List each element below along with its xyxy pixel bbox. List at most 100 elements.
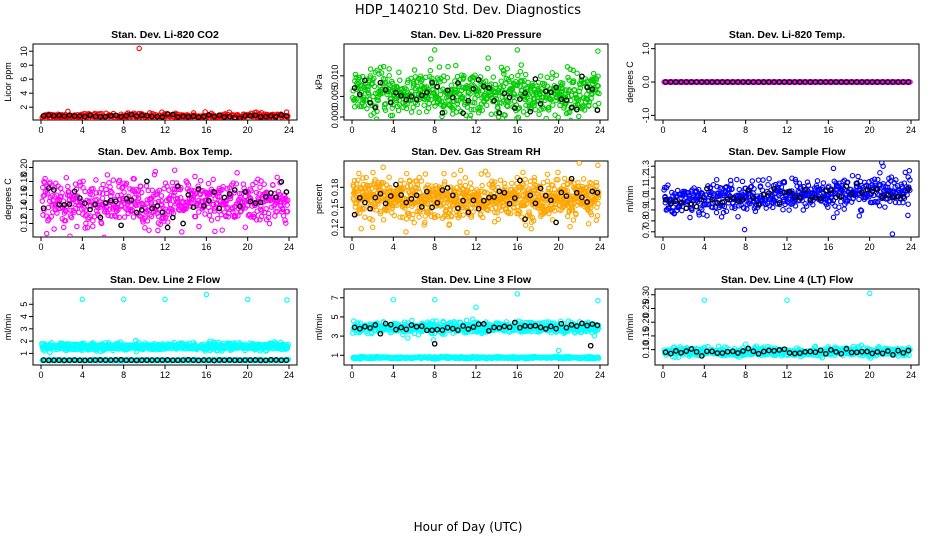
data-point <box>169 214 176 221</box>
data-point <box>537 185 544 192</box>
data-point <box>807 79 814 85</box>
data-point <box>543 115 549 120</box>
data-point <box>470 197 477 204</box>
data-point <box>414 181 421 188</box>
data-point <box>478 188 485 195</box>
data-point <box>371 75 377 82</box>
y-tick-label: 1 <box>330 353 340 358</box>
data-point <box>148 213 155 220</box>
data-point <box>247 113 254 119</box>
data-point <box>526 97 533 104</box>
panel-title: Stan. Dev. Line 2 Flow <box>110 274 221 286</box>
y-tick-label: 0.18 <box>19 173 29 191</box>
data-point <box>253 189 260 196</box>
data-point <box>398 92 404 99</box>
data-point <box>257 199 264 206</box>
data-point <box>224 205 230 212</box>
data-point <box>356 74 363 81</box>
data-point <box>745 187 752 194</box>
data-points <box>350 161 602 236</box>
data-point <box>576 113 582 120</box>
data-point <box>164 224 171 231</box>
data-point <box>367 205 373 212</box>
data-point <box>158 193 165 199</box>
data-point <box>589 86 596 92</box>
x-tick-label: 16 <box>201 370 211 380</box>
data-point <box>506 78 512 85</box>
data-point <box>102 113 109 120</box>
data-point <box>732 205 738 212</box>
data-point <box>211 113 217 120</box>
y-tick-label: 0.16 <box>19 187 29 205</box>
data-point <box>776 79 783 85</box>
x-tick-label: 0 <box>349 370 354 380</box>
plot-frame <box>32 43 298 121</box>
x-tick-label: 0 <box>349 242 354 252</box>
data-point <box>447 207 454 214</box>
data-point <box>843 79 850 85</box>
y-tick-label: 4 <box>19 314 29 319</box>
data-point <box>190 204 197 211</box>
data-point <box>689 207 695 213</box>
data-point <box>242 357 248 363</box>
data-point <box>484 65 491 72</box>
data-point <box>149 357 155 363</box>
data-point <box>411 219 417 226</box>
data-point <box>665 182 671 188</box>
data-point <box>688 79 695 85</box>
x-tick-label: 8 <box>121 370 126 380</box>
data-point <box>99 195 106 201</box>
data-point <box>505 210 512 216</box>
data-point <box>416 109 422 116</box>
data-point <box>356 91 363 98</box>
data-point <box>44 190 51 196</box>
data-point <box>42 175 48 182</box>
data-point <box>486 85 492 91</box>
data-point <box>380 164 386 171</box>
data-point <box>544 178 551 185</box>
x-tick-label: 8 <box>743 242 748 252</box>
data-point <box>230 180 236 186</box>
data-point <box>421 102 427 108</box>
data-point <box>66 201 73 208</box>
data-point <box>51 112 57 119</box>
data-point <box>87 112 93 119</box>
data-point <box>555 169 561 176</box>
y-tick-label: 0.7 <box>641 226 651 239</box>
x-tick-label: 20 <box>865 242 875 252</box>
data-point <box>595 100 602 107</box>
data-point <box>387 184 393 191</box>
data-point <box>544 74 550 81</box>
data-point <box>428 56 434 62</box>
data-point <box>180 113 186 120</box>
data-point <box>687 214 693 221</box>
x-tick-label: 12 <box>782 242 792 252</box>
data-point <box>138 207 145 213</box>
data-point-outlier <box>880 163 886 169</box>
data-point <box>568 201 575 208</box>
data-point <box>138 183 144 190</box>
data-point <box>221 357 228 364</box>
data-point <box>179 229 185 235</box>
x-tick-label: 4 <box>80 125 85 135</box>
data-point <box>859 189 865 196</box>
data-point <box>522 71 529 78</box>
data-point <box>905 185 912 192</box>
x-tick-label: 0 <box>38 370 43 380</box>
data-point <box>155 227 161 234</box>
data-point <box>441 77 447 84</box>
data-point <box>382 87 389 93</box>
data-point <box>154 357 161 363</box>
data-point <box>378 70 385 76</box>
data-point <box>92 357 99 363</box>
data-point <box>423 191 429 197</box>
data-point <box>443 204 449 210</box>
data-point <box>268 357 274 363</box>
data-point <box>501 187 507 193</box>
data-point <box>206 197 212 204</box>
data-point <box>766 175 772 182</box>
data-point <box>401 85 408 91</box>
y-tick-label: 1.3 <box>641 160 651 173</box>
data-point <box>72 181 79 187</box>
